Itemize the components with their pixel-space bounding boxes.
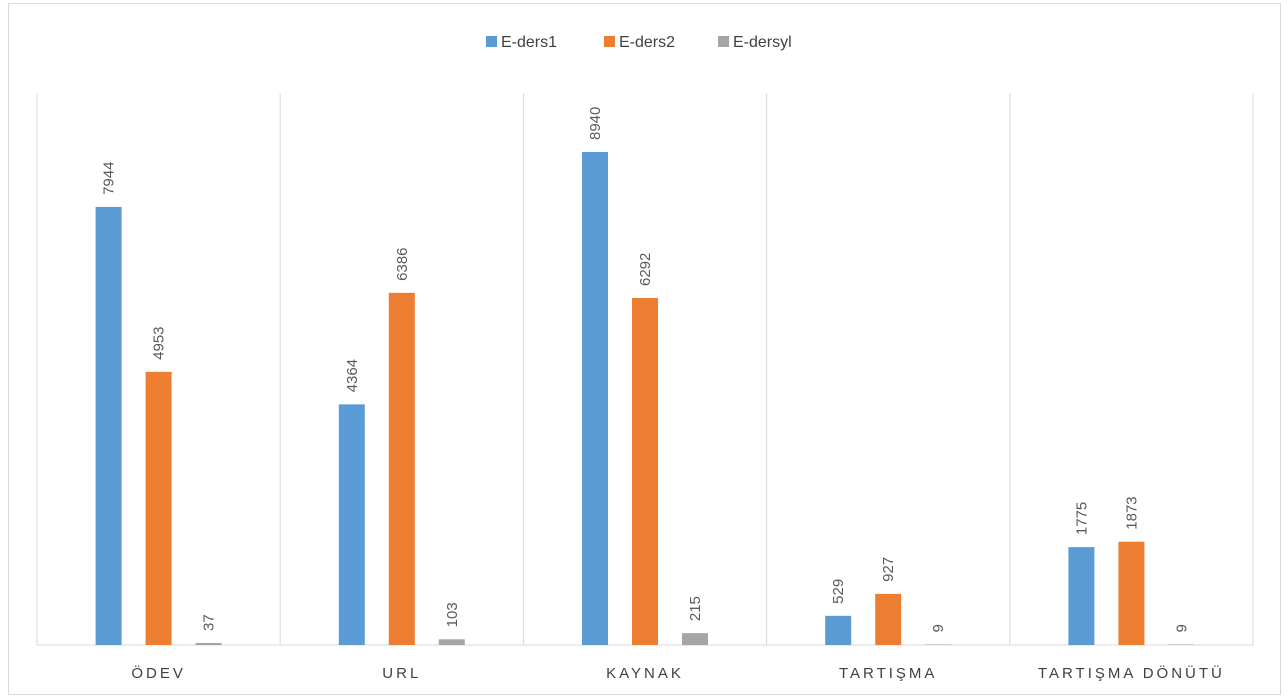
- legend-label: E-ders1: [501, 34, 557, 51]
- data-label: 6292: [637, 253, 654, 286]
- bar-e-ders2-3: [875, 593, 902, 645]
- data-label: 1775: [1073, 502, 1090, 535]
- category-axis: ÖDEV URL KAYNAK TARTIŞMA TARTIŞMA DÖNÜTÜ: [131, 664, 1225, 682]
- bar-e-dersyl-1: [438, 639, 465, 645]
- data-label: 103: [444, 602, 461, 627]
- legend-item-e-dersyl: E-dersyl: [718, 34, 792, 51]
- bar-e-ders1-3: [825, 615, 852, 645]
- legend-item-e-ders2: E-ders2: [604, 34, 675, 51]
- bar-e-ders1-2: [582, 152, 608, 645]
- data-label: 9: [1173, 624, 1190, 632]
- legend-label: E-ders2: [619, 34, 675, 51]
- data-label: 8940: [587, 107, 604, 140]
- legend-item-e-ders1: E-ders1: [486, 34, 557, 51]
- legend-swatch: [604, 36, 615, 47]
- category-label: TARTIŞMA DÖNÜTÜ: [1038, 664, 1225, 682]
- legend-label: E-dersyl: [733, 34, 792, 51]
- data-label: 1873: [1123, 496, 1140, 529]
- data-label: 529: [830, 579, 847, 604]
- category-label: ÖDEV: [131, 664, 186, 682]
- bar-e-ders1-0: [95, 206, 122, 645]
- bar-e-dersyl-0: [195, 642, 222, 645]
- category-label: KAYNAK: [606, 665, 684, 682]
- bar-e-dersyl-4: [1168, 644, 1195, 646]
- bar-e-ders2-2: [632, 298, 658, 645]
- category-label: TARTIŞMA: [839, 665, 937, 682]
- bar-e-ders1-4: [1068, 547, 1095, 645]
- data-labels-layer: 7944 4953 37 4364 6386 103 8940 6292 215 529 927 9 1…: [101, 107, 1191, 633]
- legend: E-ders1 E-ders2 E-dersyl: [486, 34, 792, 51]
- bar-e-ders1-1: [338, 404, 365, 645]
- bar-e-ders2-4: [1118, 541, 1145, 645]
- data-label: 4953: [151, 326, 168, 359]
- bars-layer: [95, 152, 1195, 646]
- data-label: 37: [201, 614, 218, 631]
- legend-swatch: [718, 36, 729, 47]
- data-label: 9: [930, 624, 947, 632]
- bar-e-ders2-0: [145, 371, 172, 645]
- bar-e-dersyl-2: [682, 633, 708, 645]
- legend-swatch: [486, 36, 497, 47]
- data-label: 927: [880, 557, 897, 582]
- data-label: 4364: [344, 359, 361, 392]
- data-label: 215: [687, 596, 704, 621]
- bar-e-ders2-1: [388, 292, 415, 645]
- category-label: URL: [382, 665, 421, 682]
- data-label: 7944: [101, 162, 118, 195]
- bar-e-dersyl-3: [925, 644, 952, 646]
- data-label: 6386: [394, 247, 411, 280]
